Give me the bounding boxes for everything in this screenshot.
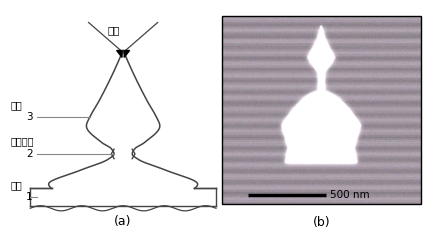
Bar (222, 16, 421, 204)
Text: 纳米沟道: 纳米沟道 (11, 136, 34, 146)
Text: 衬底: 衬底 (11, 181, 22, 191)
Text: 锥角: 锥角 (108, 25, 121, 35)
Text: 500 nm: 500 nm (330, 190, 370, 200)
Text: 2: 2 (26, 149, 32, 159)
Text: (b): (b) (313, 216, 330, 229)
Text: 3: 3 (26, 112, 32, 122)
Polygon shape (117, 50, 122, 57)
Text: (a): (a) (114, 215, 132, 228)
Text: 1: 1 (26, 192, 32, 202)
Polygon shape (124, 50, 130, 57)
Text: 尖锥: 尖锥 (11, 100, 22, 110)
